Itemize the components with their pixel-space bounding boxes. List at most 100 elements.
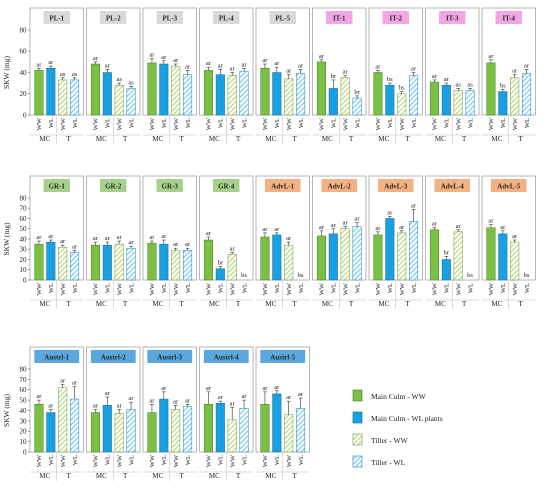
group-label-mc: MC	[378, 135, 389, 143]
x-tick-label: WL	[218, 283, 225, 293]
group-label-t: T	[405, 300, 410, 308]
significance-label: bs	[500, 83, 506, 90]
significance-label: ar	[411, 66, 417, 73]
genotype-tag	[147, 350, 193, 363]
genotype-label: GR-2	[105, 182, 122, 190]
significance-label: ar	[286, 68, 292, 75]
bar-main-culm-wl-plants	[498, 233, 508, 281]
group-label-mc: MC	[435, 300, 446, 308]
significance-label: bs	[298, 272, 304, 279]
x-tick-label: WW	[319, 117, 326, 130]
x-tick-label: WW	[116, 454, 123, 467]
significance-label: ar	[117, 402, 123, 409]
x-tick-label: WW	[488, 117, 495, 130]
significance-label: ar	[298, 391, 304, 398]
bar-tiller-wl	[352, 97, 362, 116]
x-tick-label: WL	[444, 283, 451, 293]
bar-main-culm-ww	[316, 61, 326, 116]
x-tick-label: WW	[319, 282, 326, 295]
significance-label: bs	[387, 76, 393, 83]
genotype-tag	[434, 179, 471, 192]
bar-tiller-ww	[114, 243, 124, 281]
significance-label: ar	[206, 230, 212, 237]
bar-tiller-wl	[126, 247, 136, 281]
genotype-tag	[213, 179, 240, 192]
x-tick-label: WL	[354, 283, 361, 293]
significance-label: ar	[262, 385, 268, 392]
genotype-label: PL-3	[162, 14, 177, 22]
x-tick-label: WW	[399, 117, 406, 130]
significance-label: ar	[331, 222, 337, 229]
y-tick-label: 20	[20, 90, 28, 98]
bar-main-culm-ww	[486, 62, 496, 116]
x-tick-label: WL	[128, 118, 135, 128]
x-tick-label: WW	[399, 282, 406, 295]
genotype-tag	[203, 350, 249, 363]
x-tick-label: WL	[298, 455, 305, 465]
group-label-t: T	[123, 300, 128, 308]
bar-tiller-ww	[340, 77, 350, 116]
genotype-tag	[495, 11, 522, 24]
x-tick-label: WL	[185, 455, 192, 465]
genotype-label: AdvL-2	[328, 182, 351, 190]
significance-label: ar	[375, 225, 381, 232]
bar-main-culm-wl-plants	[102, 72, 112, 116]
bar-main-culm-ww	[203, 404, 213, 453]
x-tick-label: WL	[354, 118, 361, 128]
x-tick-label: WL	[241, 455, 248, 465]
group-label-mc: MC	[39, 300, 50, 308]
bar-main-culm-ww	[260, 68, 270, 116]
group-label-t: T	[292, 135, 297, 143]
y-axis-label: SKW (mg)	[2, 222, 11, 255]
x-tick-label: WL	[274, 118, 281, 128]
group-label-t: T	[123, 472, 128, 480]
significance-label: br	[218, 260, 224, 267]
x-tick-label: WW	[149, 454, 156, 467]
x-tick-label: WW	[286, 117, 293, 130]
x-tick-label: WW	[173, 117, 180, 130]
genotype-label: PL-5	[275, 14, 290, 22]
bar-main-culm-ww	[147, 242, 157, 281]
bar-main-culm-ww	[90, 412, 100, 453]
x-tick-label: WL	[105, 118, 112, 128]
bar-main-culm-ww	[429, 81, 439, 116]
bar-main-culm-wl-plants	[272, 393, 282, 453]
x-tick-label: WW	[229, 282, 236, 295]
significance-label: br	[331, 73, 337, 80]
significance-label: ar	[36, 61, 42, 68]
x-tick-label: WL	[274, 283, 281, 293]
y-axis-label: SKW (mg)	[2, 394, 11, 427]
significance-label: ar	[274, 226, 280, 233]
group-label-mc: MC	[39, 472, 50, 480]
genotype-tag	[43, 179, 70, 192]
y-tick-label: 20	[20, 256, 28, 264]
genotype-tag	[100, 11, 127, 24]
x-tick-label: WW	[262, 454, 269, 467]
x-tick-label: WL	[105, 455, 112, 465]
bar-main-culm-wl-plants	[215, 402, 225, 453]
significance-label: ar	[524, 62, 530, 69]
significance-label: ar	[105, 390, 111, 397]
genotype-label: Austrl-2	[101, 353, 126, 361]
significance-label: ar	[512, 233, 518, 240]
genotype-tag	[260, 350, 306, 363]
group-label-t: T	[236, 135, 241, 143]
bar-tiller-ww	[58, 79, 68, 116]
x-tick-label: WL	[241, 118, 248, 128]
genotype-label: AdvL-1	[271, 182, 294, 190]
y-tick-label: 50	[20, 397, 28, 405]
x-tick-label: WL	[500, 118, 507, 128]
group-label-t: T	[236, 300, 241, 308]
x-tick-label: WW	[512, 282, 519, 295]
bar-tiller-ww	[397, 93, 407, 116]
significance-label: bs	[524, 272, 530, 279]
significance-label: ar	[185, 241, 191, 248]
bar-tiller-ww	[227, 254, 237, 281]
bar-main-culm-wl-plants	[272, 234, 282, 281]
bar-tiller-wl	[126, 409, 136, 453]
x-tick-label: WW	[116, 117, 123, 130]
x-tick-label: WW	[93, 282, 100, 295]
group-label-mc: MC	[152, 472, 163, 480]
x-tick-label: WW	[60, 282, 67, 295]
significance-label: ar	[387, 209, 393, 216]
